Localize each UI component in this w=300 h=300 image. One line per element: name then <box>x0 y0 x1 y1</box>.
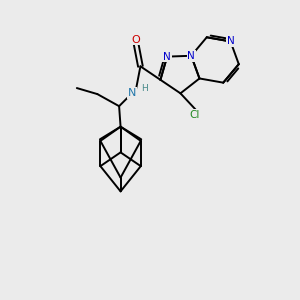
Text: N: N <box>163 52 171 61</box>
Text: N: N <box>128 88 136 98</box>
Text: Cl: Cl <box>190 110 200 120</box>
Text: N: N <box>226 37 234 46</box>
Text: O: O <box>132 34 140 45</box>
Text: H: H <box>141 84 148 93</box>
Text: N: N <box>187 51 195 61</box>
